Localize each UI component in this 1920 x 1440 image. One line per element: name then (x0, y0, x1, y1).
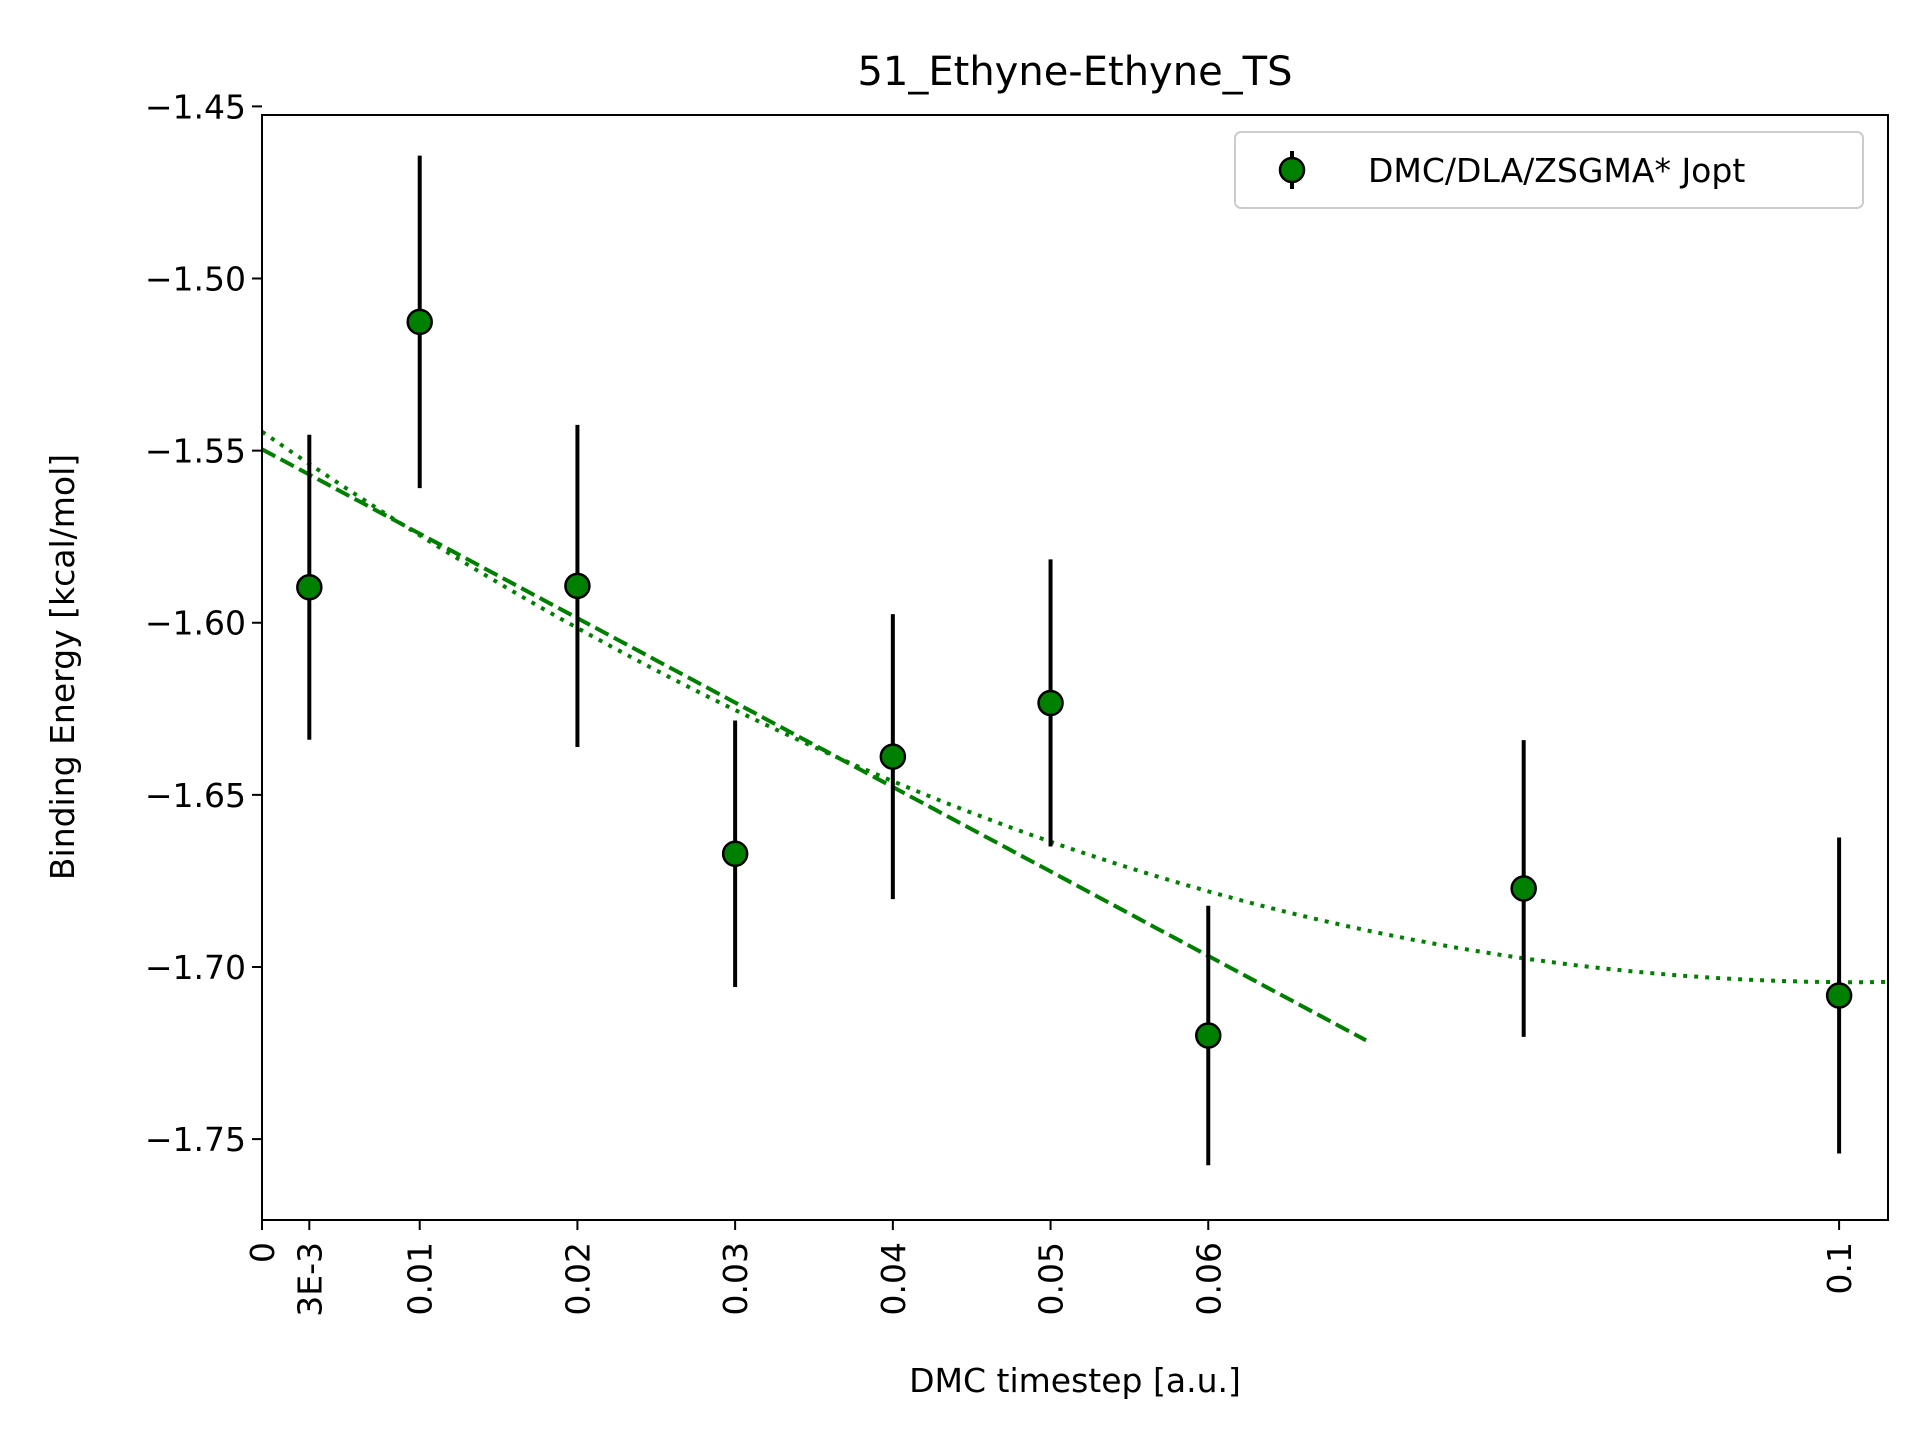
y-tick-label: −1.70 (145, 948, 246, 987)
x-tick-label: 3E-3 (290, 1242, 329, 1317)
x-axis-label: DMC timestep [a.u.] (909, 1361, 1241, 1400)
data-point (1195, 1022, 1222, 1049)
y-tick-label: −1.45 (145, 87, 246, 126)
legend-box (1234, 131, 1864, 209)
x-tick-label: 0.02 (558, 1242, 597, 1315)
data-point (296, 574, 323, 601)
data-point (1825, 982, 1853, 1009)
data-point (879, 743, 907, 770)
data-point (564, 572, 591, 600)
y-axis: −1.45 −1.50 −1.55 −1.60 −1.65 −1.70 −1.75 (145, 87, 262, 1159)
x-tick-label: 0.01 (401, 1242, 440, 1315)
y-tick-label: −1.65 (145, 776, 246, 815)
x-tick-label: 0.06 (1189, 1242, 1228, 1315)
legend: DMC/DLA/ZSGMA* Jopt (1234, 131, 1864, 209)
x-axis: 0 3E-3 0.01 0.02 0.03 0.04 0.05 0.06 0.1 (243, 1220, 1859, 1317)
legend-marker-icon (1278, 156, 1306, 184)
y-tick-label: −1.75 (145, 1120, 246, 1159)
y-axis-label: Binding Energy [kcal/mol] (43, 454, 82, 880)
chart-title: 51_Ethyne-Ethyne_TS (857, 49, 1292, 95)
x-tick-label: 0.05 (1032, 1242, 1071, 1315)
fit-lines (260, 430, 1889, 1043)
y-tick-label: −1.55 (145, 432, 246, 471)
quadratic-fit-line (260, 430, 1889, 985)
legend-entry: DMC/DLA/ZSGMA* Jopt (1368, 151, 1745, 190)
data-point (406, 308, 433, 336)
x-tick-label: 0.04 (874, 1242, 913, 1315)
x-tick-label: 0 (243, 1242, 282, 1263)
y-tick-label: −1.60 (145, 604, 246, 643)
y-tick-label: −1.50 (145, 260, 246, 299)
data-points (296, 308, 1853, 1049)
x-tick-label: 0.03 (716, 1242, 755, 1315)
linear-fit-line (261, 447, 1367, 1043)
error-bars (307, 155, 1842, 1166)
data-point (1510, 875, 1537, 902)
x-tick-label: 0.1 (1820, 1242, 1859, 1294)
data-point (1037, 689, 1064, 717)
data-point (721, 840, 749, 867)
plot-frame (261, 114, 1889, 1221)
